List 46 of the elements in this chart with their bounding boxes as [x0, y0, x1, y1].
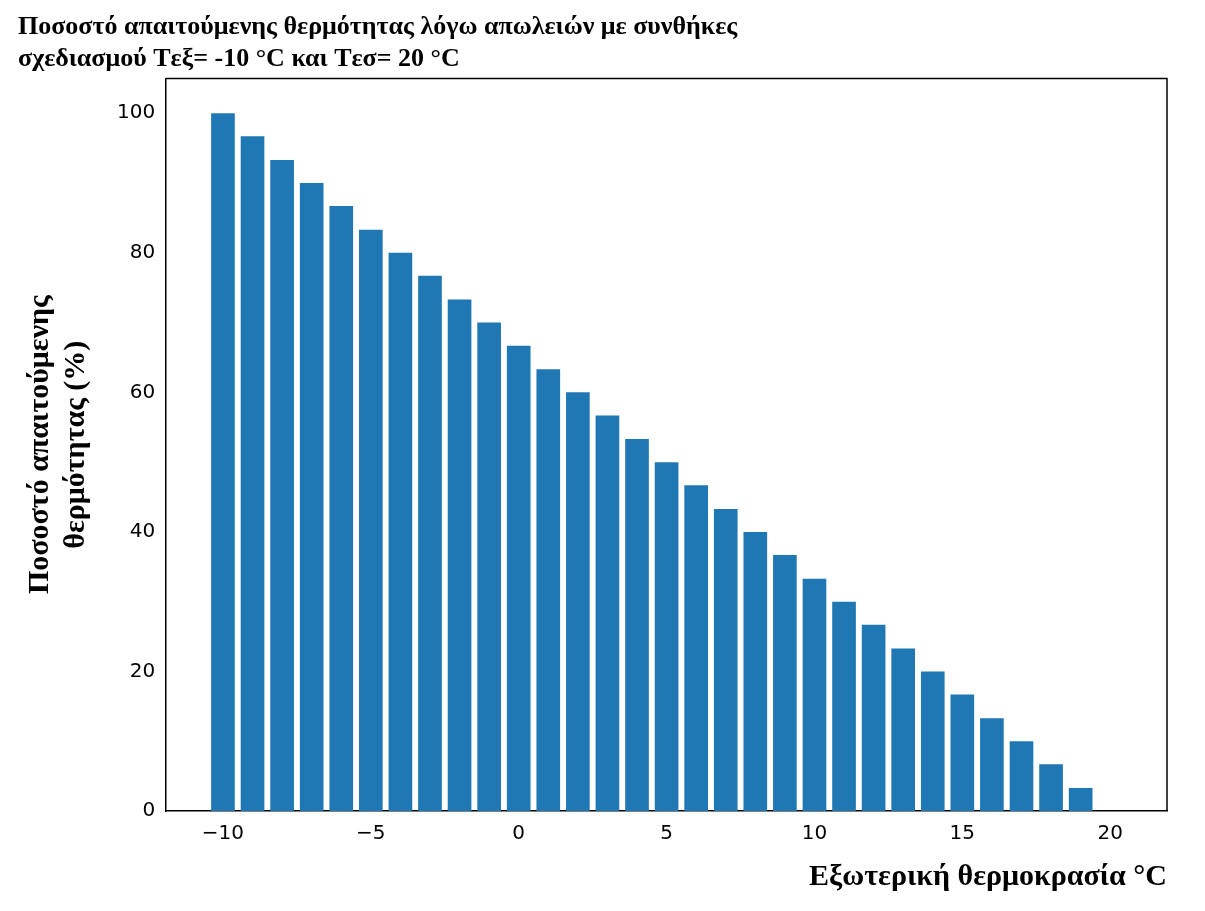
bar	[1039, 764, 1063, 811]
bar	[861, 624, 886, 811]
bar	[536, 369, 561, 811]
bar	[595, 415, 620, 811]
bar	[211, 113, 235, 811]
chart-title: Ποσοστό απαιτούμενης θερμότητας λόγω απωλειών με συνθήκες σχεδιασμού Tεξ= -10 °C και Tεσ= 20 °C	[18, 11, 739, 72]
bar	[920, 671, 945, 811]
y-tick-label: 20	[129, 657, 156, 682]
bar	[240, 136, 265, 811]
bar	[625, 439, 649, 811]
y-tick-label: 40	[129, 518, 156, 543]
bar	[743, 531, 768, 811]
bar	[447, 299, 472, 811]
y-tick-label: 80	[129, 239, 156, 264]
bar	[980, 718, 1004, 811]
bar	[713, 508, 738, 811]
bar	[684, 485, 708, 811]
y-tick-label: 100	[116, 99, 156, 124]
x-tick-label: 5	[660, 820, 673, 845]
bar	[891, 648, 916, 811]
x-tick-label: −10	[201, 820, 245, 845]
x-tick-label: 10	[801, 820, 828, 845]
x-tick-label: −5	[356, 820, 386, 845]
bar	[270, 160, 294, 811]
bar	[299, 183, 324, 811]
bar	[654, 462, 679, 811]
bar	[802, 578, 827, 811]
x-tick-label: 0	[512, 820, 526, 845]
x-tick-label: 20	[1097, 820, 1123, 845]
bar	[1068, 787, 1093, 811]
bar	[566, 392, 590, 811]
bar	[1009, 741, 1034, 811]
y-tick-label: 0	[142, 797, 156, 822]
bar	[477, 322, 501, 811]
bar	[950, 694, 975, 811]
bar	[773, 554, 797, 811]
bar	[506, 345, 531, 811]
bar	[359, 229, 383, 811]
bar	[388, 252, 413, 811]
bar	[832, 601, 856, 811]
y-tick-label: 60	[129, 378, 156, 403]
x-axis-title: Εξωτερική θερμοκρασία °C	[808, 857, 1167, 891]
x-tick-label: 15	[949, 820, 976, 845]
bar	[418, 275, 442, 811]
y-axis-title: Ποσοστό απαιτούμενης θερμότητας (%)	[20, 294, 91, 595]
bar	[329, 206, 354, 811]
